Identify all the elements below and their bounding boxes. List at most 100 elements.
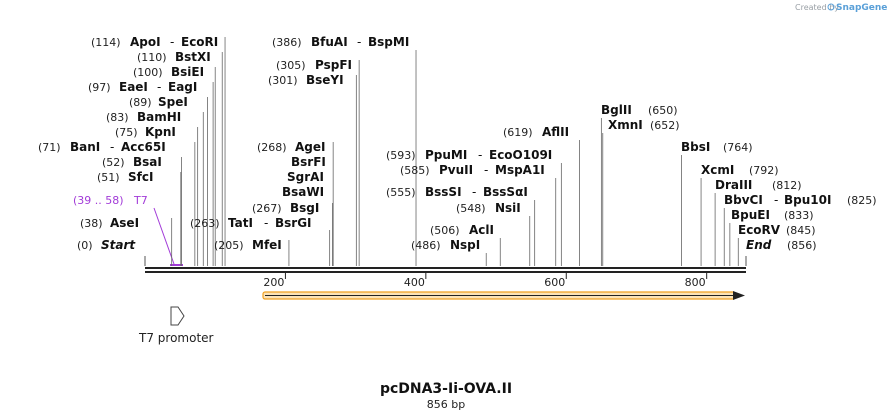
site-kpni[interactable]: (75) KpnI [115,125,176,139]
site-bpuei-pos: (833) [784,209,814,222]
site-bsgi-name: BsgI [290,201,319,215]
map-length: 856 bp [427,398,465,411]
site-bfuai-name-1: BfuAI [311,35,348,49]
site-ecorv-name: EcoRV [738,223,781,237]
site-agei-name-4: BsaWI [282,185,324,199]
axis-tick-label-200: 200 [263,276,284,289]
site-agei[interactable]: (268) AgeI BsrFI SgrAI BsaWI [257,140,326,199]
site-tati-name-2: BsrGI [275,216,312,230]
site-pspfi-name: PspFI [315,58,352,72]
site-bani-pos: (71) [38,141,61,154]
site-aflii[interactable]: (619) AflII [503,125,569,139]
site-bfuai[interactable]: (386) BfuAI - BspMI [272,35,409,49]
site-bsgi[interactable]: (267) BsgI [252,201,319,215]
site-bsssi[interactable]: (555) BssSI - BssSαI [386,185,528,199]
site-asei-pos: (38) [80,217,103,230]
site-pvuii-name-2: MspA1I [495,163,545,177]
site-bsssi-name-2: BssSαI [483,185,528,199]
site-mfei-pos: (205) [214,239,244,252]
axis-tick-label-400: 400 [404,276,425,289]
site-bamhi[interactable]: (83) BamHI [106,110,181,124]
site-agei-pos: (268) [257,141,287,154]
start-label: Start [101,238,136,252]
site-nspi[interactable]: (486) NspI [411,238,480,252]
site-ppumi[interactable]: (593) PpuMI - EcoO109I [386,148,552,162]
site-ecorv[interactable]: EcoRV (845) [738,223,816,237]
site-pspfi-pos: (305) [276,59,306,72]
site-bbvci[interactable]: BbvCI - Bpu10I (825) [724,193,877,207]
site-xmni[interactable]: XmnI (652) [608,118,680,132]
primer-leader-line [153,207,175,265]
site-bbsi-pos: (764) [723,141,753,154]
site-mfei-name: MfeI [252,238,282,252]
site-bsai-pos: (52) [102,156,125,169]
site-asei[interactable]: (38) AseI [80,216,139,230]
site-bstxi-name: BstXI [175,50,211,64]
site-tati-sep: - [264,216,268,230]
site-pvuii-sep: - [484,163,488,177]
site-bglii-pos: (650) [648,104,678,117]
site-pvuii[interactable]: (585) PvuII - MspA1I [400,163,545,177]
site-bsiei-name: BsiEI [171,65,204,79]
site-aflii-name: AflII [542,125,569,139]
site-draiii-name: DraIII [715,178,752,192]
site-bamhi-pos: (83) [106,111,129,124]
site-apoi[interactable]: (114) ApoI - EcoRI [91,35,218,49]
site-acli[interactable]: (506) AclI [430,223,494,237]
site-bsiei[interactable]: (100) BsiEI [133,65,204,79]
site-acli-pos: (506) [430,224,460,237]
site-bani[interactable]: (71) BanI - Acc65I [38,140,166,154]
site-agei-name-2: BsrFI [291,155,326,169]
snapgene-logo-icon [827,3,835,11]
site-pspfi[interactable]: (305) PspFI [276,58,352,72]
site-apoi-sep: - [170,35,174,49]
site-spei[interactable]: (89) SpeI [129,95,188,109]
site-bsssi-name-1: BssSI [425,185,462,199]
axis-tick-label-600: 600 [544,276,565,289]
site-bseyi[interactable]: (301) BseYI [268,73,344,87]
site-ecorv-pos: (845) [786,224,816,237]
site-bseyi-pos: (301) [268,74,298,87]
site-tati[interactable]: (263) TatI - BsrGI [190,216,312,230]
site-mfei[interactable]: (205) MfeI [214,238,282,252]
site-xcmi-name: XcmI [701,163,734,177]
site-draiii[interactable]: DraIII (812) [715,178,802,192]
site-ppumi-name-1: PpuMI [425,148,467,162]
site-pvuii-pos: (585) [400,164,430,177]
site-eaei[interactable]: (97) EaeI - EagI [88,80,197,94]
site-bfuai-name-2: BspMI [368,35,409,49]
site-xmni-name: XmnI [608,118,643,132]
site-bbvci-name-1: BbvCI [724,193,763,207]
site-draiii-pos: (812) [772,179,802,192]
site-pvuii-name-1: PvuII [439,163,473,177]
site-nsii[interactable]: (548) NsiI [456,201,521,215]
site-bfuai-pos: (386) [272,36,302,49]
orf-arrow[interactable] [262,291,745,300]
site-apoi-name-1: ApoI [130,35,161,49]
t7-promoter-feature[interactable]: T7 promoter [138,306,214,345]
site-eaei-sep: - [157,80,161,94]
site-bstxi-pos: (110) [137,51,167,64]
site-bbvci-sep: - [774,193,778,207]
site-bpuei[interactable]: BpuEI (833) [731,208,814,222]
start-marker: (0) Start [77,238,146,266]
site-nspi-pos: (486) [411,239,441,252]
site-xcmi[interactable]: XcmI (792) [701,163,779,177]
site-bsgi-pos: (267) [252,202,282,215]
site-bglii-name: BglII [601,103,632,117]
site-bglii[interactable]: BglII (650) [601,103,678,117]
t7-primer[interactable]: (39 .. 58) T7 [73,194,183,266]
site-acli-name: AclI [469,223,494,237]
site-bbsi[interactable]: BbsI (764) [681,140,753,154]
site-bani-sep: - [110,140,114,154]
site-tati-pos: (263) [190,217,220,230]
orf-arrowhead [733,291,745,300]
site-eaei-name-1: EaeI [119,80,148,94]
site-bsai[interactable]: (52) BsaI [102,155,162,169]
site-sfci[interactable]: (51) SfcI [97,170,153,184]
site-bani-name-1: BanI [70,140,100,154]
credit-text: Created by [795,3,839,12]
site-bstxi[interactable]: (110) BstXI [137,50,211,64]
site-nsii-name: NsiI [495,201,521,215]
